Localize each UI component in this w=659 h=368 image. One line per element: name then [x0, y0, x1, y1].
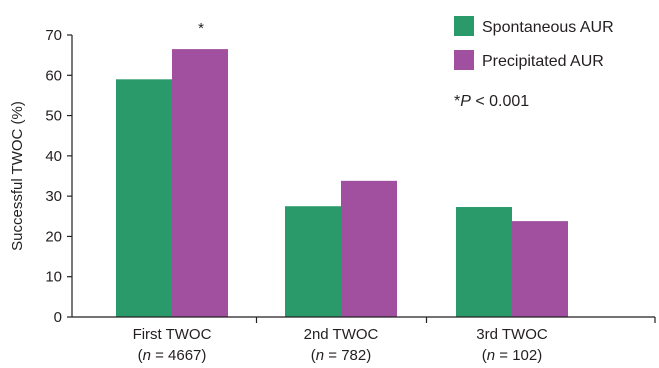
bar-spontaneous-0 [116, 79, 172, 317]
legend-swatch-spontaneous [454, 16, 474, 36]
bar-spontaneous-1 [285, 206, 341, 317]
y-tick-label: 30 [45, 188, 62, 205]
y-tick-label: 20 [45, 228, 62, 245]
y-axis-title: Successful TWOC (%) [9, 101, 26, 251]
category-n-label: (n = 102) [482, 347, 542, 364]
y-tick-label: 10 [45, 269, 62, 286]
p-value-note-star: * [454, 93, 460, 110]
category-label: 2nd TWOC [304, 326, 379, 343]
category-n-label: (n = 4667) [138, 347, 207, 364]
y-tick-label: 70 [45, 27, 62, 44]
category-label: First TWOC [133, 326, 212, 343]
legend: Spontaneous AUR Precipitated AUR [454, 16, 614, 70]
legend-label-precipitated: Precipitated AUR [482, 53, 604, 70]
bar-precipitated-1 [341, 180, 397, 317]
bar-precipitated-0 [172, 49, 228, 317]
bar-precipitated-2 [512, 221, 568, 317]
category-n-var: n [487, 347, 495, 364]
x-ticks-group [255, 317, 656, 323]
category-n-paren: ( [138, 347, 143, 364]
bar-spontaneous-2 [456, 207, 512, 317]
y-tick-label: 40 [45, 148, 62, 165]
category-n-value: = 782) [324, 347, 371, 364]
p-value-note: *P < 0.001 [454, 93, 529, 110]
legend-label-spontaneous: Spontaneous AUR [482, 19, 614, 36]
category-n-value: = 102) [495, 347, 542, 364]
legend-swatch-precipitated [454, 50, 474, 70]
bars-group [116, 49, 568, 317]
y-tick-label: 60 [45, 67, 62, 84]
category-n-label: (n = 782) [311, 347, 371, 364]
category-labels-group: First TWOC(n = 4667)2nd TWOC(n = 782)3rd… [133, 326, 548, 364]
significance-marker: * [198, 20, 204, 37]
p-value-note-var: P [460, 93, 471, 110]
p-value-note-rest: < 0.001 [471, 93, 529, 110]
category-n-var: n [143, 347, 151, 364]
y-ticks-group: 0 10 20 30 40 50 60 70 [45, 27, 72, 326]
category-n-paren: ( [482, 347, 487, 364]
category-n-var: n [316, 347, 324, 364]
y-tick-label: 0 [54, 309, 62, 326]
category-n-paren: ( [311, 347, 316, 364]
category-n-value: = 4667) [151, 347, 206, 364]
y-tick-label: 50 [45, 108, 62, 125]
category-label: 3rd TWOC [476, 326, 548, 343]
